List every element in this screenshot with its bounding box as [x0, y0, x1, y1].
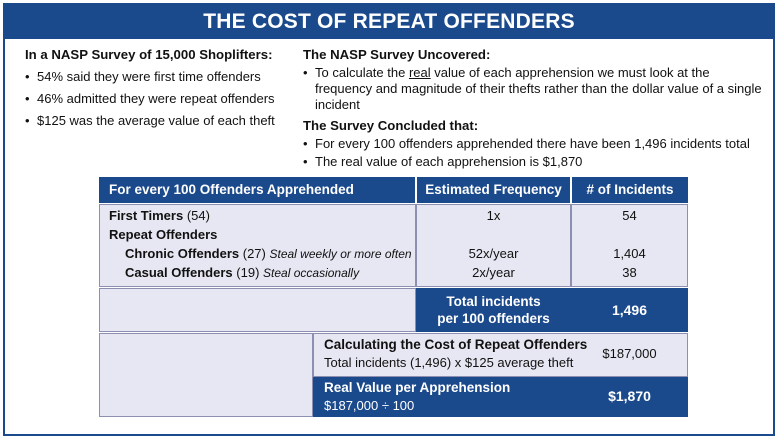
bullet-uncovered: To calculate the real value of each appr…	[303, 65, 763, 113]
bullet-average-value: $125 was the average value of each theft	[25, 113, 305, 129]
calc-value: $187,000	[602, 346, 657, 361]
total-spacer-cell	[99, 288, 416, 332]
survey-summary: In a NASP Survey of 15,000 Shoplifters: …	[25, 46, 305, 129]
real-value-cell	[313, 377, 688, 417]
survey-bullets: 54% said they were first time offenders …	[25, 69, 305, 129]
chronic-label: Chronic Offenders	[125, 246, 240, 261]
casual-frequency: 2x/year	[472, 265, 515, 280]
total-value: 1,496	[571, 288, 688, 332]
offenders-table: For every 100 Offenders Apprehended Esti…	[99, 177, 688, 417]
frequency-cell	[416, 204, 571, 287]
uncovered-heading: The NASP Survey Uncovered:	[303, 47, 491, 62]
real-value-amount: $1,870	[608, 388, 651, 404]
first-timers-incidents: 54	[622, 208, 637, 223]
survey-heading: In a NASP Survey of 15,000 Shoplifters:	[25, 47, 273, 62]
header-incidents: # of Incidents	[572, 177, 688, 203]
survey-findings: The NASP Survey Uncovered: To calculate …	[303, 46, 763, 170]
real-value-title: Real Value per Apprehension	[324, 380, 511, 395]
row-casual: Casual Offenders (19) Steal occasionally	[125, 265, 359, 281]
chronic-note: Steal weekly or more often	[269, 247, 412, 261]
infographic-frame: THE COST OF REPEAT OFFENDERS In a NASP S…	[3, 3, 775, 436]
uncovered-bullets: To calculate the real value of each appr…	[303, 65, 763, 113]
calc-cell	[313, 333, 688, 377]
header-offenders: For every 100 Offenders Apprehended	[99, 177, 415, 203]
first-timers-count: (54)	[186, 208, 210, 223]
calc-spacer-cell	[99, 333, 313, 417]
chronic-count: (27)	[242, 246, 266, 261]
page-title: THE COST OF REPEAT OFFENDERS	[5, 5, 773, 39]
total-label-line1: Total incidents	[446, 294, 541, 309]
uncovered-text-post: value of each apprehension we must look …	[315, 65, 762, 112]
concluded-heading: The Survey Concluded that:	[303, 118, 479, 133]
offender-types-cell	[99, 204, 416, 287]
casual-label: Casual Offenders	[125, 265, 233, 280]
total-label-cell: Total incidents per 100 offenders	[416, 288, 571, 332]
concluded-bullets: For every 100 offenders apprehended ther…	[303, 136, 763, 170]
casual-note: Steal occasionally	[263, 266, 360, 280]
real-value-description: $187,000 ÷ 100	[324, 398, 415, 413]
uncovered-text-emph: real	[408, 65, 431, 80]
repeat-offenders-label: Repeat Offenders	[109, 227, 218, 242]
first-timers-label: First Timers	[109, 208, 184, 223]
calc-title: Calculating the Cost of Repeat Offenders	[324, 337, 588, 352]
first-timers-frequency: 1x	[486, 208, 501, 223]
chronic-frequency: 52x/year	[468, 246, 519, 261]
uncovered-text-pre: To calculate the	[315, 65, 409, 80]
chronic-incidents: 1,404	[613, 246, 646, 261]
row-first-timers: First Timers (54)	[109, 208, 210, 224]
casual-incidents: 38	[622, 265, 637, 280]
bullet-first-time: 54% said they were first time offenders	[25, 69, 305, 85]
casual-count: (19)	[236, 265, 260, 280]
bullet-real-value: The real value of each apprehension is $…	[303, 154, 763, 170]
calc-description: Total incidents (1,496) x $125 average t…	[324, 355, 574, 370]
bullet-incidents-total: For every 100 offenders apprehended ther…	[303, 136, 763, 152]
incidents-cell	[571, 204, 688, 287]
total-label-line2: per 100 offenders	[437, 311, 550, 326]
bullet-repeat: 46% admitted they were repeat offenders	[25, 91, 305, 107]
row-chronic: Chronic Offenders (27) Steal weekly or m…	[125, 246, 412, 262]
header-frequency: Estimated Frequency	[417, 177, 570, 203]
